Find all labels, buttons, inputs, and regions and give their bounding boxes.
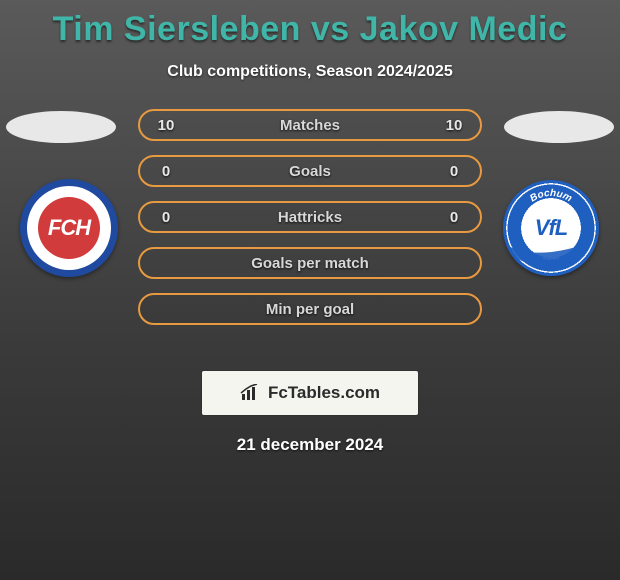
stat-label: Hattricks	[178, 209, 442, 226]
fc-heidenheim-badge: FUSSBALLCLUB HEIDENHEIM 1846 FCH	[20, 179, 118, 277]
vfl-bochum-badge: Bochum 1848 VfL	[503, 180, 599, 276]
subtitle: Club competitions, Season 2024/2025	[0, 63, 620, 81]
stat-label: Min per goal	[178, 301, 442, 318]
stat-right-value: 10	[442, 117, 466, 134]
player-right-oval	[504, 111, 614, 143]
svg-text:Bochum: Bochum	[528, 188, 573, 205]
date-text: 21 december 2024	[0, 435, 620, 455]
club-badge-right: Bochum 1848 VfL	[502, 179, 600, 277]
stat-left-value: 0	[154, 163, 178, 180]
stat-row-min-per-goal: Min per goal	[138, 293, 482, 325]
stat-row-matches: 10 Matches 10	[138, 109, 482, 141]
brand-text: FcTables.com	[268, 383, 380, 403]
club-badge-left: FUSSBALLCLUB HEIDENHEIM 1846 FCH	[20, 179, 118, 277]
stat-row-hattricks: 0 Hattricks 0	[138, 201, 482, 233]
stat-left-value: 0	[154, 209, 178, 226]
badge-right-ring-top: Bochum	[528, 188, 573, 205]
bar-chart-icon	[240, 384, 262, 402]
stat-row-goals: 0 Goals 0	[138, 155, 482, 187]
stat-label: Goals per match	[178, 255, 442, 272]
stat-label: Matches	[178, 117, 442, 134]
stat-rows: 10 Matches 10 0 Goals 0 0 Hattricks 0 Go…	[138, 109, 482, 325]
stat-right-value: 0	[442, 209, 466, 226]
comparison-arena: FUSSBALLCLUB HEIDENHEIM 1846 FCH Bochum	[0, 109, 620, 349]
badge-right-inner-text: VfL	[535, 215, 567, 241]
badge-left-inner-text: FCH	[38, 197, 100, 259]
stat-right-value: 0	[442, 163, 466, 180]
stat-row-goals-per-match: Goals per match	[138, 247, 482, 279]
player-left-oval	[6, 111, 116, 143]
brand-box: FcTables.com	[202, 371, 418, 415]
stat-label: Goals	[178, 163, 442, 180]
stat-left-value: 10	[154, 117, 178, 134]
page-title: Tim Siersleben vs Jakov Medic	[0, 0, 620, 49]
